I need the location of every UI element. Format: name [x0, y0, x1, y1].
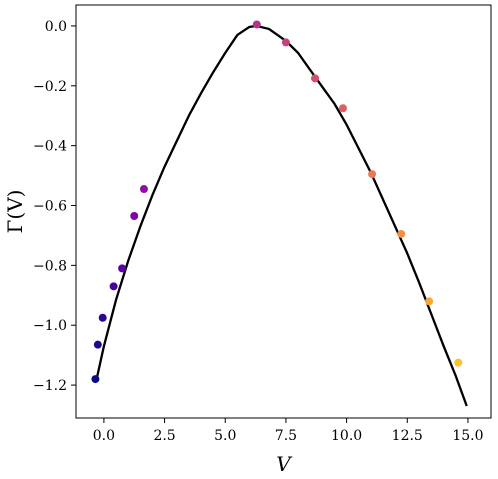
- data-point: [98, 313, 107, 322]
- y-tick-label: −1.0: [33, 318, 67, 334]
- x-tick-label: 0.0: [93, 428, 115, 444]
- data-point: [91, 375, 100, 384]
- data-points-layer: [91, 20, 463, 384]
- y-axis-label: Γ(V): [3, 190, 27, 234]
- data-point: [368, 170, 377, 179]
- x-tick-label: 2.5: [153, 428, 175, 444]
- data-point: [130, 211, 139, 220]
- plot-frame: [75, 4, 492, 419]
- x-tick-label: 10.0: [331, 428, 362, 444]
- x-tick-label: 15.0: [452, 428, 483, 444]
- data-point: [109, 282, 118, 291]
- data-point: [118, 264, 127, 273]
- y-tick-label: −0.2: [33, 79, 67, 95]
- data-point: [454, 358, 463, 367]
- data-point: [139, 185, 148, 194]
- data-point: [281, 38, 290, 47]
- y-tick-label: −0.8: [33, 258, 67, 274]
- data-point: [425, 297, 434, 306]
- y-tick-label: 0.0: [45, 19, 67, 35]
- x-axis-ticks: 0.0 2.5 5.0 7.5 10.0 12.5 15.0: [93, 418, 484, 444]
- data-point: [252, 20, 261, 29]
- fit-curve: [95, 24, 468, 407]
- data-point: [311, 74, 320, 83]
- x-tick-label: 7.5: [275, 428, 297, 444]
- y-tick-label: −0.4: [33, 139, 67, 155]
- y-tick-label: −0.6: [33, 199, 67, 215]
- data-point: [338, 104, 347, 113]
- y-axis-ticks: 0.0 −0.2 −0.4 −0.6 −0.8 −1.0 −1.2: [33, 19, 76, 394]
- x-axis-label: V: [276, 452, 293, 476]
- data-point: [397, 229, 406, 238]
- data-point: [93, 340, 102, 349]
- x-tick-label: 12.5: [392, 428, 423, 444]
- y-tick-label: −1.2: [33, 378, 67, 394]
- x-tick-label: 5.0: [214, 428, 236, 444]
- fit-curve-layer: [95, 24, 468, 407]
